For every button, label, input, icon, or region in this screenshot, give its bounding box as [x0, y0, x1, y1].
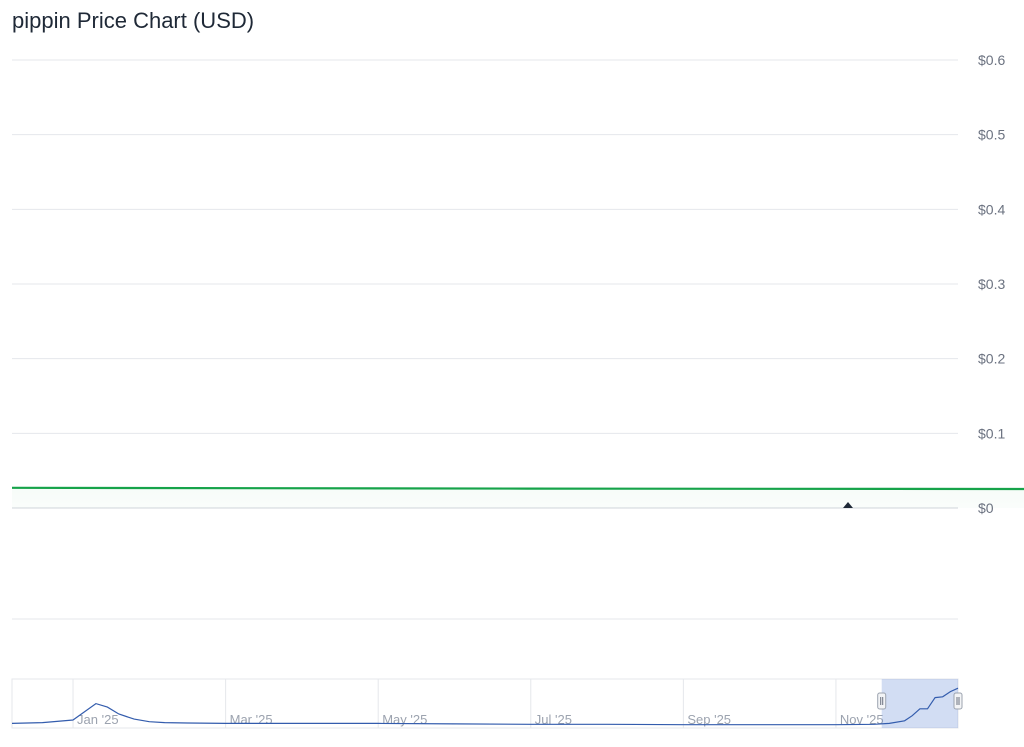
navigator-label: Sep '25 — [687, 712, 731, 727]
grid-layer — [12, 59, 958, 620]
navigator-handle-right[interactable] — [953, 692, 963, 710]
navigator-frame — [11, 678, 959, 729]
navigator-handle-left[interactable] — [877, 692, 887, 710]
navigator-series-line — [11, 687, 959, 726]
y-tick-label: $0.5 — [978, 127, 1005, 143]
y-tick-label: $0 — [978, 500, 994, 516]
y-tick-label: $0.2 — [978, 351, 1005, 367]
navigator-label: Jul '25 — [535, 712, 572, 727]
navigator-label: Nov '25 — [840, 712, 884, 727]
y-tick-label: $0.4 — [978, 201, 1005, 217]
area-layer — [11, 116, 1024, 508]
y-tick-label: $0.1 — [978, 425, 1005, 441]
series-line[interactable] — [11, 116, 1024, 491]
navigator-selection[interactable] — [881, 679, 958, 728]
navigator-label: Jan '25 — [77, 712, 119, 727]
chart-title: pippin Price Chart (USD) — [12, 8, 255, 33]
y-tick-label: $0.3 — [978, 276, 1005, 292]
navigator-label: Mar '25 — [230, 712, 273, 727]
navigator-label: May '25 — [382, 712, 427, 727]
y-tick-label: $0.6 — [978, 52, 1005, 68]
event-marker-icon[interactable] — [843, 502, 853, 508]
navigator[interactable]: Jan '25 Mar '25 May '25 Jul '25 Sep '25 Nov '… — [11, 678, 963, 729]
y-axis-labels: $0 $0.1 $0.2 $0.3 $0.4 $0.5 $0.6 — [978, 52, 1005, 516]
series-area — [12, 487, 1024, 508]
